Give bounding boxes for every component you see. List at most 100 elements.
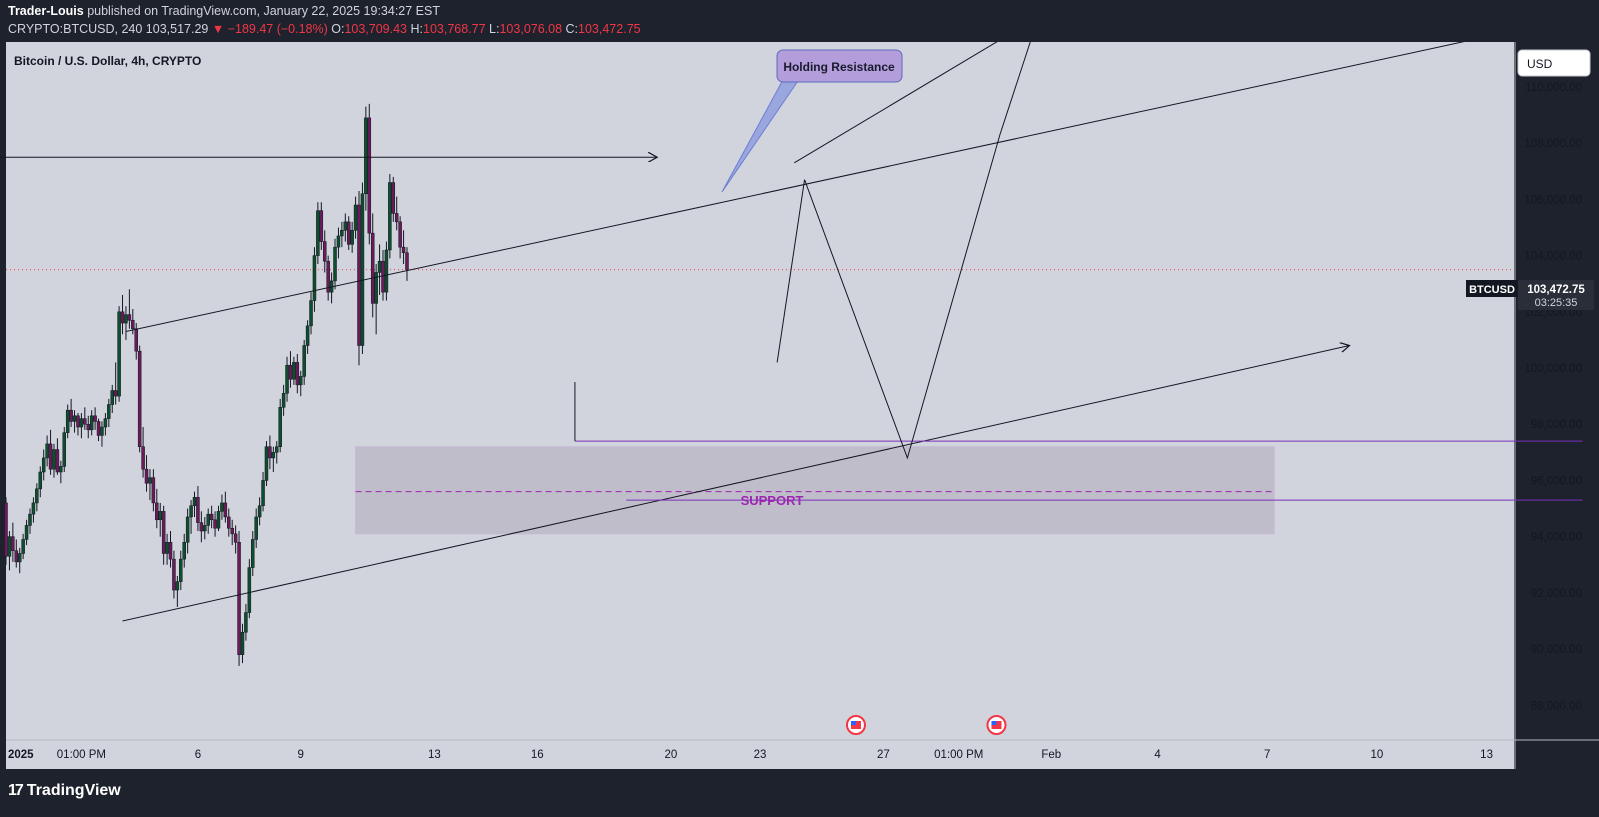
bear-candle[interactable] (326, 260, 330, 293)
trend-line[interactable] (794, 19, 1035, 164)
publisher-name[interactable]: Trader-Louis (8, 4, 84, 18)
price-axis[interactable]: 88,000.00 90,000.00 92,000.00 94,000.00 96,0… (1524, 82, 1582, 712)
drawings-layer[interactable] (0, 19, 1583, 622)
bear-candle[interactable] (230, 527, 234, 535)
bull-candle[interactable] (107, 404, 111, 419)
bull-candle[interactable] (192, 497, 197, 506)
bull-candle[interactable] (28, 513, 32, 526)
chart-area[interactable]: 88,000.00 90,000.00 92,000.00 94,000.00 96,0… (0, 19, 1599, 769)
bull-candle[interactable] (175, 581, 180, 591)
trend-line[interactable] (125, 30, 1515, 332)
bull-candle[interactable] (336, 235, 341, 248)
bull-candle[interactable] (333, 246, 337, 282)
events-layer[interactable] (845, 715, 1007, 735)
bear-candle[interactable] (141, 446, 145, 470)
bull-candle[interactable] (257, 505, 262, 518)
bear-candle[interactable] (370, 232, 375, 304)
bull-candle[interactable] (377, 260, 382, 273)
arrow-line[interactable] (122, 346, 1350, 622)
bull-candle[interactable] (216, 511, 221, 529)
bull-candle[interactable] (206, 513, 210, 526)
bull-candle[interactable] (72, 415, 77, 422)
bull-candle[interactable] (35, 488, 39, 504)
bull-candle[interactable] (189, 505, 193, 518)
bull-candle[interactable] (343, 221, 348, 231)
bear-candle[interactable] (405, 252, 409, 270)
bear-candle[interactable] (11, 536, 15, 551)
bull-candle[interactable] (302, 345, 306, 377)
bull-candle[interactable] (281, 393, 286, 408)
support-zone[interactable] (355, 446, 1275, 535)
bull-candle[interactable] (261, 480, 265, 506)
chart-canvas[interactable]: 88,000.00 90,000.00 92,000.00 94,000.00 96,0… (0, 19, 1599, 769)
currency-button[interactable]: USD (1517, 49, 1591, 77)
bear-candle[interactable] (346, 221, 351, 245)
bull-candle[interactable] (203, 525, 207, 532)
bear-candle[interactable] (233, 533, 238, 543)
bull-candle[interactable] (364, 117, 368, 195)
bear-candle[interactable] (295, 362, 300, 386)
bull-candle[interactable] (100, 426, 104, 436)
bear-candle[interactable] (151, 477, 156, 504)
plot-background[interactable] (6, 42, 1514, 769)
bear-candle[interactable] (137, 350, 142, 447)
projection-path[interactable] (776, 19, 1039, 460)
bull-candle[interactable] (7, 536, 12, 557)
tradingview-logo[interactable]: 17 TradingView (8, 782, 121, 800)
bull-candle[interactable] (374, 272, 378, 304)
bear-candle[interactable] (48, 443, 53, 470)
bear-candle[interactable] (172, 558, 176, 591)
bear-candle[interactable] (155, 502, 159, 521)
bear-candle[interactable] (69, 409, 73, 422)
callout-box[interactable] (776, 49, 903, 83)
bull-candle[interactable] (89, 415, 94, 431)
bear-candle[interactable] (227, 516, 231, 529)
bull-candle[interactable] (179, 558, 183, 582)
bear-candle[interactable] (357, 204, 361, 346)
candles-layer[interactable] (4, 103, 409, 666)
bear-candle[interactable] (196, 497, 200, 523)
bear-candle[interactable] (86, 423, 91, 431)
bull-candle[interactable] (31, 502, 36, 515)
bull-candle[interactable] (264, 446, 269, 481)
bull-candle[interactable] (124, 314, 128, 324)
bull-candle[interactable] (240, 631, 245, 655)
currency-button-label[interactable]: USD (1527, 57, 1553, 71)
bull-candle[interactable] (251, 539, 255, 568)
bull-candle[interactable] (278, 407, 282, 447)
bull-candle[interactable] (24, 525, 29, 540)
bull-candle[interactable] (38, 471, 43, 490)
bear-candle[interactable] (223, 502, 228, 518)
bear-candle[interactable] (120, 311, 125, 324)
bull-candle[interactable] (165, 542, 169, 554)
bull-candle[interactable] (182, 542, 186, 560)
bear-candle[interactable] (168, 542, 173, 560)
bull-candle[interactable] (62, 432, 67, 467)
bull-candle[interactable] (52, 449, 56, 470)
callout-holding-resistance[interactable]: Holding Resistance (721, 49, 903, 193)
bear-candle[interactable] (398, 221, 402, 248)
currency-button-bg[interactable] (1517, 49, 1591, 77)
bear-candle[interactable] (93, 415, 97, 422)
bull-candle[interactable] (275, 446, 279, 453)
bear-candle[interactable] (322, 241, 327, 262)
bear-candle[interactable] (288, 364, 293, 380)
bull-candle[interactable] (340, 230, 344, 237)
bear-candle[interactable] (127, 314, 132, 321)
bull-candle[interactable] (158, 511, 162, 521)
bull-candle[interactable] (247, 567, 252, 613)
bull-candle[interactable] (271, 452, 276, 459)
bull-candle[interactable] (360, 193, 365, 346)
bear-candle[interactable] (319, 210, 324, 242)
bear-candle[interactable] (268, 446, 272, 459)
bull-candle[interactable] (305, 325, 310, 346)
bull-candle[interactable] (312, 255, 317, 301)
bull-candle[interactable] (384, 249, 389, 293)
bear-candle[interactable] (144, 468, 149, 484)
bull-candle[interactable] (388, 182, 392, 251)
bull-candle[interactable] (285, 364, 289, 394)
bull-candle[interactable] (298, 376, 303, 386)
bear-candle[interactable] (4, 502, 8, 557)
bull-candle[interactable] (117, 311, 121, 397)
bear-candle[interactable] (381, 260, 385, 293)
